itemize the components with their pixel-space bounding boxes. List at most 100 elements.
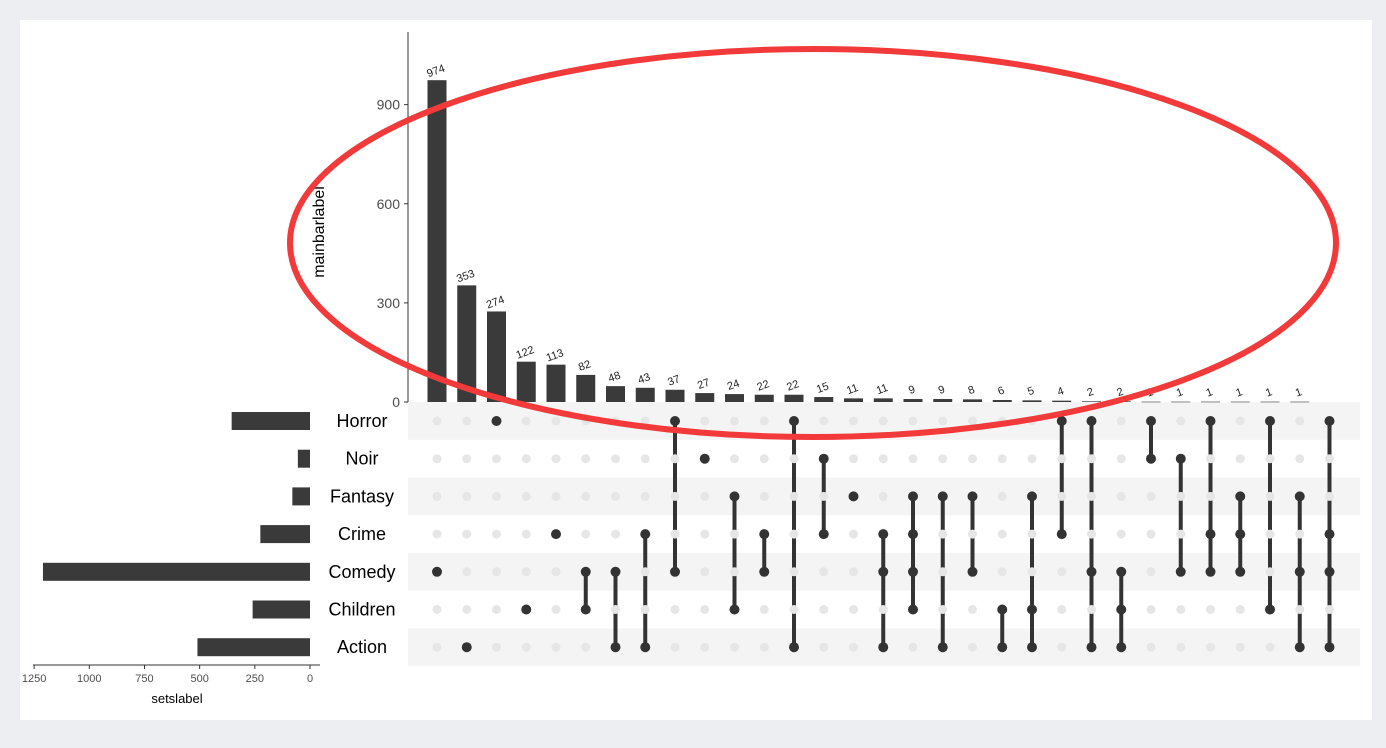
intersection-bar (1141, 401, 1161, 403)
intersection-dot-inactive (819, 642, 829, 652)
set-axis-tick-label: 1250 (22, 673, 46, 685)
intersection-bar-value: 82 (577, 358, 593, 373)
intersection-dot-inactive (968, 605, 977, 614)
intersection-dot-active (1146, 416, 1156, 426)
intersection-dot-inactive (908, 416, 918, 426)
intersection-dot-active (789, 642, 799, 653)
intersection-dot-active (997, 642, 1008, 653)
intersection-bar (487, 311, 506, 402)
intersection-dot-inactive (1295, 529, 1305, 539)
intersection-dot-active (1056, 416, 1067, 426)
intersection-dot-active (580, 566, 591, 577)
intersection-matrix (432, 416, 1335, 653)
intersection-dot-inactive (640, 605, 650, 614)
intersection-bar (427, 80, 447, 402)
intersection-dot-active (580, 604, 591, 615)
intersection-bar (814, 397, 834, 402)
set-label: Action (337, 637, 387, 657)
intersection-dot-inactive (730, 529, 739, 539)
intersection-dot-inactive (849, 529, 858, 539)
set-label: Children (328, 600, 395, 620)
intersection-dot-active (759, 566, 770, 577)
intersection-dot-inactive (1146, 529, 1156, 539)
intersection-bar-value: 22 (755, 378, 771, 393)
intersection-bar (695, 393, 715, 402)
intersection-dot-active (640, 642, 651, 653)
intersection-dot-inactive (730, 416, 739, 426)
intersection-bar (1022, 400, 1042, 402)
intersection-dot-inactive (521, 491, 531, 501)
intersection-dot-inactive (1176, 605, 1186, 614)
main-axis-tick-label: 0 (392, 394, 400, 410)
intersection-bar (1230, 401, 1250, 403)
intersection-dot-active (1324, 642, 1335, 653)
intersection-bar (1171, 401, 1191, 403)
intersection-bar-value: 4 (1056, 385, 1066, 398)
intersection-dot-inactive (1057, 567, 1067, 577)
intersection-dot-active (1086, 566, 1097, 577)
intersection-dot-active (1235, 529, 1246, 540)
intersection-dot-inactive (1116, 416, 1126, 426)
intersection-dot-inactive (700, 416, 710, 426)
intersection-dot-inactive (878, 454, 888, 464)
intersection-dot-inactive (1265, 642, 1275, 652)
set-label: Horror (336, 411, 387, 431)
intersection-bar-value: 113 (545, 347, 566, 364)
main-bar-y-axis-label: mainbarlabel (311, 186, 328, 278)
intersection-bar (1290, 401, 1310, 403)
intersection-dot-inactive (670, 605, 680, 614)
intersection-dot-active (461, 642, 472, 653)
intersection-dot-active (1265, 604, 1275, 615)
intersection-dot-inactive (640, 454, 650, 464)
intersection-dot-inactive (492, 529, 501, 539)
intersection-bar-value: 1 (1234, 386, 1244, 399)
intersection-dot-inactive (432, 491, 442, 501)
intersection-dot-active (908, 529, 918, 540)
intersection-dot-active (610, 566, 621, 577)
intersection-bar-value: 24 (726, 378, 742, 393)
intersection-dot-active (1027, 491, 1037, 502)
intersection-bar (1052, 400, 1072, 402)
intersection-dot-inactive (849, 416, 858, 426)
intersection-dot-inactive (968, 416, 977, 426)
intersection-dot-active (908, 604, 918, 615)
intersection-dot-active (848, 491, 859, 502)
intersection-dot-inactive (849, 642, 858, 652)
intersection-dot-active (610, 642, 621, 653)
intersection-dot-inactive (908, 642, 918, 652)
intersection-dot-inactive (1087, 605, 1096, 614)
intersection-dot-inactive (878, 605, 888, 614)
intersection-dot-inactive (432, 605, 442, 614)
intersection-dot-active (1146, 453, 1156, 464)
intersection-dot-inactive (938, 529, 948, 539)
intersection-dot-active (699, 453, 710, 464)
intersection-dot-inactive (551, 642, 561, 652)
intersection-dot-inactive (759, 642, 769, 652)
intersection-dot-inactive (521, 529, 531, 539)
intersection-bar-value: 8 (967, 384, 977, 397)
intersection-dot-inactive (938, 567, 948, 577)
intersection-bar (992, 400, 1012, 402)
intersection-dot-active (640, 529, 651, 540)
intersection-bar (754, 394, 774, 402)
intersection-dot-inactive (759, 454, 769, 464)
intersection-dot-active (878, 642, 889, 653)
intersection-dot-active (908, 566, 918, 577)
intersection-dot-active (818, 453, 829, 464)
chart-card: 0 300 600 900 mainbarlabel 974 353 274 122 113 8… (20, 20, 1372, 720)
intersection-bar (1082, 401, 1101, 402)
intersection-dot-inactive (1295, 454, 1305, 464)
set-label: Crime (338, 524, 386, 544)
intersection-dot-inactive (789, 454, 799, 464)
main-axis-tick-label: 900 (377, 97, 401, 113)
intersection-dot-inactive (581, 454, 591, 464)
set-size-bar (292, 487, 310, 506)
intersection-dot-inactive (997, 567, 1007, 577)
intersection-dot-inactive (938, 416, 948, 426)
intersection-bar-value: 2 (1115, 386, 1125, 399)
intersection-dot-inactive (1235, 416, 1245, 426)
intersection-dot-inactive (521, 642, 531, 652)
intersection-dot-inactive (611, 605, 620, 614)
main-axis-tick-label: 600 (377, 196, 401, 212)
intersection-bar-value: 274 (485, 294, 506, 312)
